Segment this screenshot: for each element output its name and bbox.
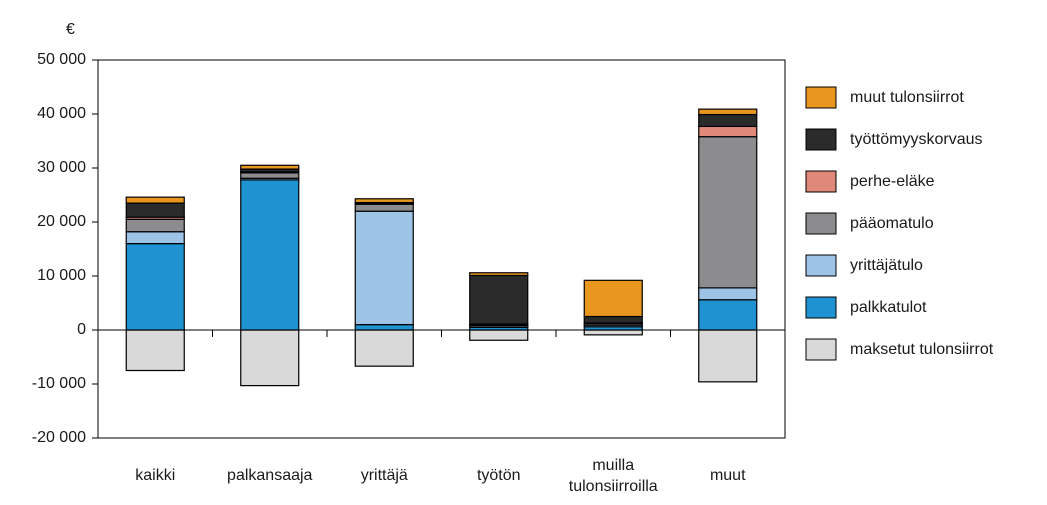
bar-segment [469, 272, 529, 277]
bar-segment [125, 196, 185, 204]
x-tick-label: työtön [477, 467, 521, 484]
bar-segment [698, 136, 758, 289]
bar-segment [240, 329, 300, 387]
y-tick-label: 50 000 [37, 51, 86, 68]
bar-segment [125, 202, 185, 218]
bar-segment [698, 329, 758, 383]
bar-segment [240, 179, 300, 331]
x-tick-label: kaikki [135, 467, 175, 484]
bar-segment [698, 108, 758, 116]
bar-segment [125, 329, 185, 372]
legend-swatch [805, 254, 837, 277]
bar-segment [583, 279, 643, 318]
legend-label: pääomatulo [850, 215, 934, 232]
bar-segment [240, 172, 300, 179]
y-tick-label: 0 [77, 321, 86, 338]
legend-label: palkkatulot [850, 299, 927, 316]
legend-swatch [805, 170, 837, 193]
legend-swatch [805, 296, 837, 319]
y-tick-label: 20 000 [37, 213, 86, 230]
y-tick-label: 40 000 [37, 105, 86, 122]
bar-segment [354, 210, 414, 326]
y-tick-label: -10 000 [32, 375, 86, 392]
bar-segment [354, 198, 414, 204]
plot-frame [97, 59, 786, 439]
bar-segment [125, 243, 185, 331]
bar-segment [469, 329, 529, 341]
bar-segment [698, 125, 758, 138]
bar-segment [240, 164, 300, 170]
x-tick-label: palkansaaja [227, 467, 313, 484]
x-tick-label: yrittäjä [361, 467, 408, 484]
legend-label: maksetut tulonsiirrot [850, 341, 994, 358]
bar-segment [583, 329, 643, 336]
x-tick-label: muilla tulonsiirroilla [569, 457, 658, 495]
legend-label: muut tulonsiirrot [850, 89, 964, 106]
legend-label: yrittäjätulo [850, 257, 923, 274]
bar-segment [469, 274, 529, 325]
bar-segment [583, 315, 643, 324]
legend-swatch [805, 212, 837, 235]
bar-segment [698, 113, 758, 128]
legend-swatch [805, 128, 837, 151]
x-tick-label: muut [710, 467, 746, 484]
legend-label: perhe-eläke [850, 173, 935, 190]
bar-segment [354, 203, 414, 212]
legend-label: työttömyyskorvaus [850, 131, 982, 148]
bar-segment [125, 218, 185, 233]
bar-segment [125, 231, 185, 245]
legend-swatch [805, 338, 837, 361]
bar-segment [354, 329, 414, 367]
y-axis-label: € [66, 21, 75, 38]
bar-segment [698, 287, 758, 301]
y-tick-label: -20 000 [32, 429, 86, 446]
bar-segment [354, 324, 414, 331]
bar-segment [698, 299, 758, 331]
y-tick-label: 30 000 [37, 159, 86, 176]
legend-swatch [805, 86, 837, 109]
y-tick-label: 10 000 [37, 267, 86, 284]
